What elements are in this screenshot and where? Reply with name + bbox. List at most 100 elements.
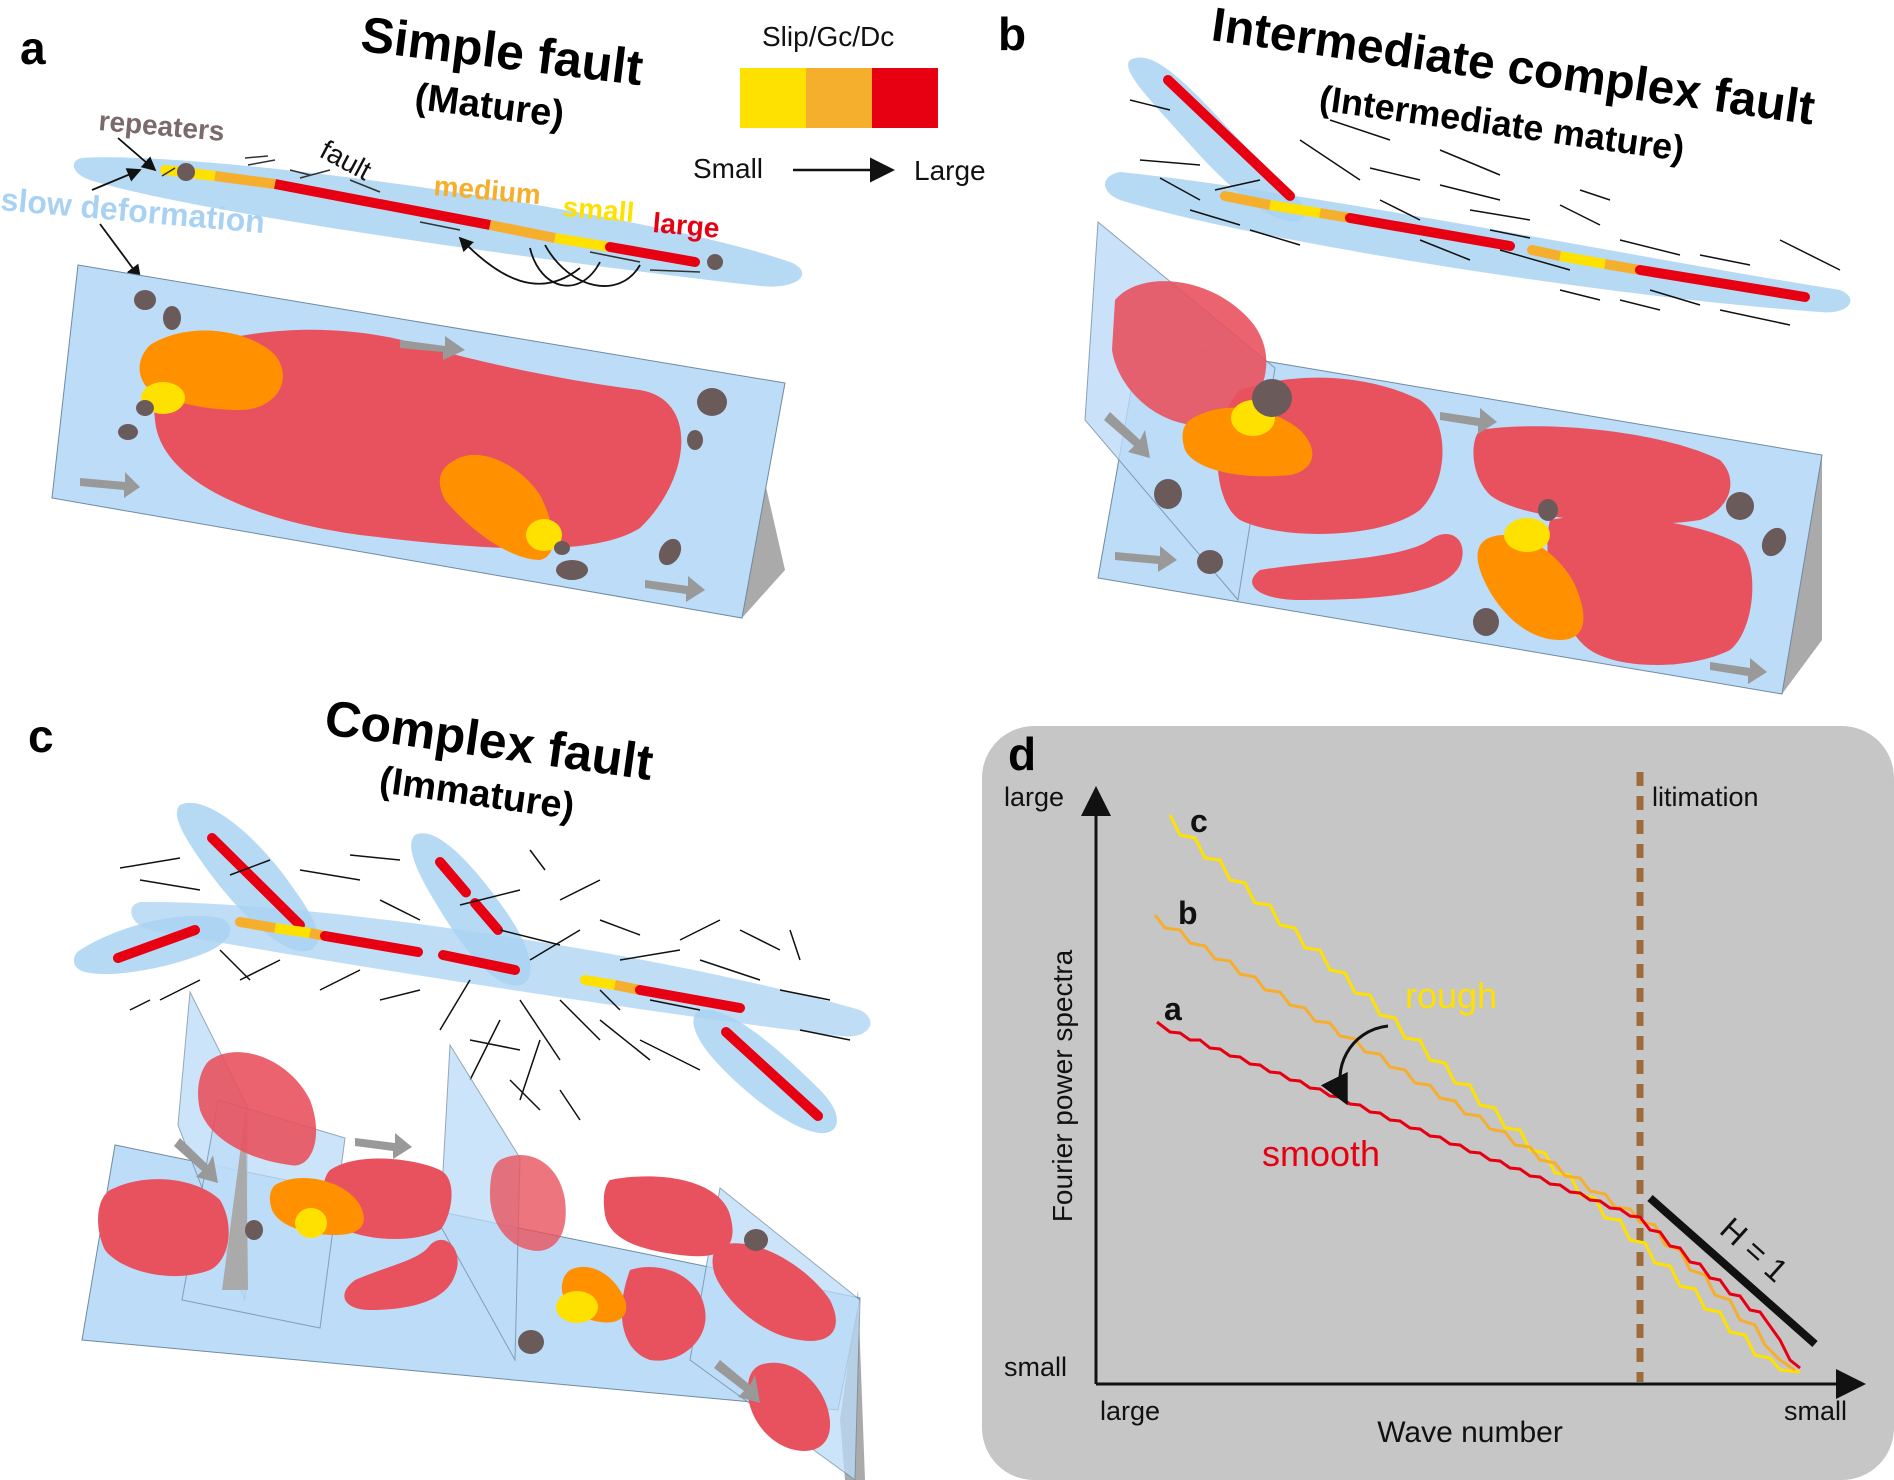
slope-reference-line (1647, 1195, 1818, 1347)
minor-fault-traces (161, 155, 701, 273)
small-slip-patch (556, 1291, 598, 1323)
repeater-dot (163, 306, 181, 330)
label-small: small (561, 191, 635, 228)
repeater-dot (556, 560, 588, 580)
fault-plane-step (439, 1043, 521, 1362)
slow-deformation-arrow (99, 223, 142, 280)
smooth-label: smooth (1262, 1133, 1380, 1174)
repeater-dot (1154, 479, 1182, 509)
panel-b-fault-block (1084, 220, 1823, 695)
branch-fault-large-2 (721, 1027, 823, 1121)
fault-segment-medium-3 (1527, 245, 1565, 261)
small-slip-patch (295, 1208, 327, 1238)
fault-segment-medium-4 (1604, 259, 1641, 275)
medium-slip-patch (1182, 407, 1313, 477)
fault-segment-large-2 (320, 931, 423, 957)
fault-segment-large (113, 925, 200, 963)
panel-a-fault-block (51, 264, 786, 619)
slip-direction-arrow (174, 1138, 218, 1183)
fault-line-large-2 (605, 242, 700, 267)
rough-to-smooth-arrow (1320, 1024, 1389, 1106)
curve-b (1153, 914, 1796, 1372)
fault-segment-medium-2 (1319, 208, 1351, 223)
legend: Slip/Gc/Dc Small Large (693, 21, 986, 186)
repeater-dot (118, 424, 138, 440)
rough-label: rough (1405, 975, 1497, 1016)
large-slip-patch (154, 329, 682, 549)
panel-c-fault-block (81, 990, 865, 1480)
curve-b-label: b (1178, 895, 1198, 931)
curve-a-label: a (1164, 991, 1182, 1027)
slip-direction-arrow (714, 1360, 760, 1403)
repeater-dot (1726, 492, 1754, 520)
block-side (222, 1108, 248, 1290)
repeater-dot (518, 1330, 544, 1354)
panel-c-letter: c (28, 710, 54, 762)
panel-b-letter: b (998, 8, 1026, 60)
x-axis-label: Wave number (1377, 1416, 1563, 1449)
panel-a-map-view (73, 155, 803, 287)
panel-a-letter: a (20, 22, 46, 74)
large-slip-patch (1473, 426, 1731, 524)
small-slip-patch (1504, 518, 1550, 552)
slip-direction-arrow (1440, 408, 1497, 434)
repeater-dot (1538, 499, 1558, 521)
repeater-dot (1473, 608, 1499, 636)
slow-deformation-halo (411, 833, 531, 986)
slip-direction-arrow (1710, 658, 1767, 684)
fault-line-medium-2 (489, 220, 556, 243)
fault-line-large (274, 179, 491, 230)
repeater-dot (177, 163, 195, 181)
slip-direction-arrow (355, 1133, 412, 1159)
fault-segment-small (274, 923, 311, 938)
panel-b-map-view (1105, 57, 1851, 326)
large-slip-patch (1112, 281, 1267, 426)
repeater-dot (697, 388, 727, 416)
fault-segment-large-4 (635, 985, 745, 1013)
curve-c-rough (1168, 814, 1801, 1374)
slip-direction-arrow (1115, 546, 1177, 572)
repeater-dot (136, 400, 154, 416)
legend-swatch-medium (806, 68, 872, 128)
medium-slip-patch (269, 1177, 364, 1235)
large-slip-patch (344, 1239, 458, 1310)
fault-segment-large-2 (1635, 265, 1810, 302)
fault-segment-medium (235, 917, 280, 933)
label-repeaters: repeaters (97, 105, 225, 147)
minor-fault-traces (1129, 99, 1841, 326)
repeater-dot (658, 538, 682, 566)
curve-c-label: c (1190, 803, 1208, 839)
large-slip-patch (621, 1266, 706, 1361)
x-axis-left-label: large (1100, 1396, 1160, 1426)
medium-slip-patch (1477, 535, 1584, 640)
fault-segment-small-2 (1559, 251, 1606, 269)
large-slip-patch (1252, 534, 1463, 600)
fault-segment-small-2 (580, 975, 620, 990)
large-slip-patch (712, 1243, 836, 1341)
repeater-dot (744, 1229, 768, 1251)
branch-fault-large (207, 833, 305, 930)
y-axis-label: Fourier power spectra (1047, 949, 1078, 1222)
legend-swatch-small (740, 68, 806, 128)
repeater-dot (1252, 379, 1292, 417)
medium-slip-patch-2 (439, 454, 554, 560)
y-axis-bottom-label: small (1004, 1352, 1067, 1382)
legend-to: Large (914, 155, 986, 186)
panel-c-map-view (73, 802, 871, 1134)
label-large: large (651, 207, 720, 244)
panel-d-background (982, 726, 1894, 1480)
repeater-dot (554, 541, 570, 555)
panel-d-letter: d (1008, 728, 1036, 780)
curve-a-smooth (1156, 1020, 1801, 1370)
slow-deformation-halo (73, 157, 803, 287)
branch-fault-large (435, 857, 503, 935)
repeater-dot (134, 290, 156, 310)
repeater-dot (687, 430, 703, 450)
panel-a-title: Simple fault (358, 6, 646, 96)
large-slip-patch (603, 1176, 733, 1257)
repeater-dot (1197, 550, 1223, 574)
fault-segment-medium (1220, 191, 1275, 210)
limitation-label: litimation (1652, 782, 1759, 812)
branch-fault-large (1163, 75, 1295, 201)
